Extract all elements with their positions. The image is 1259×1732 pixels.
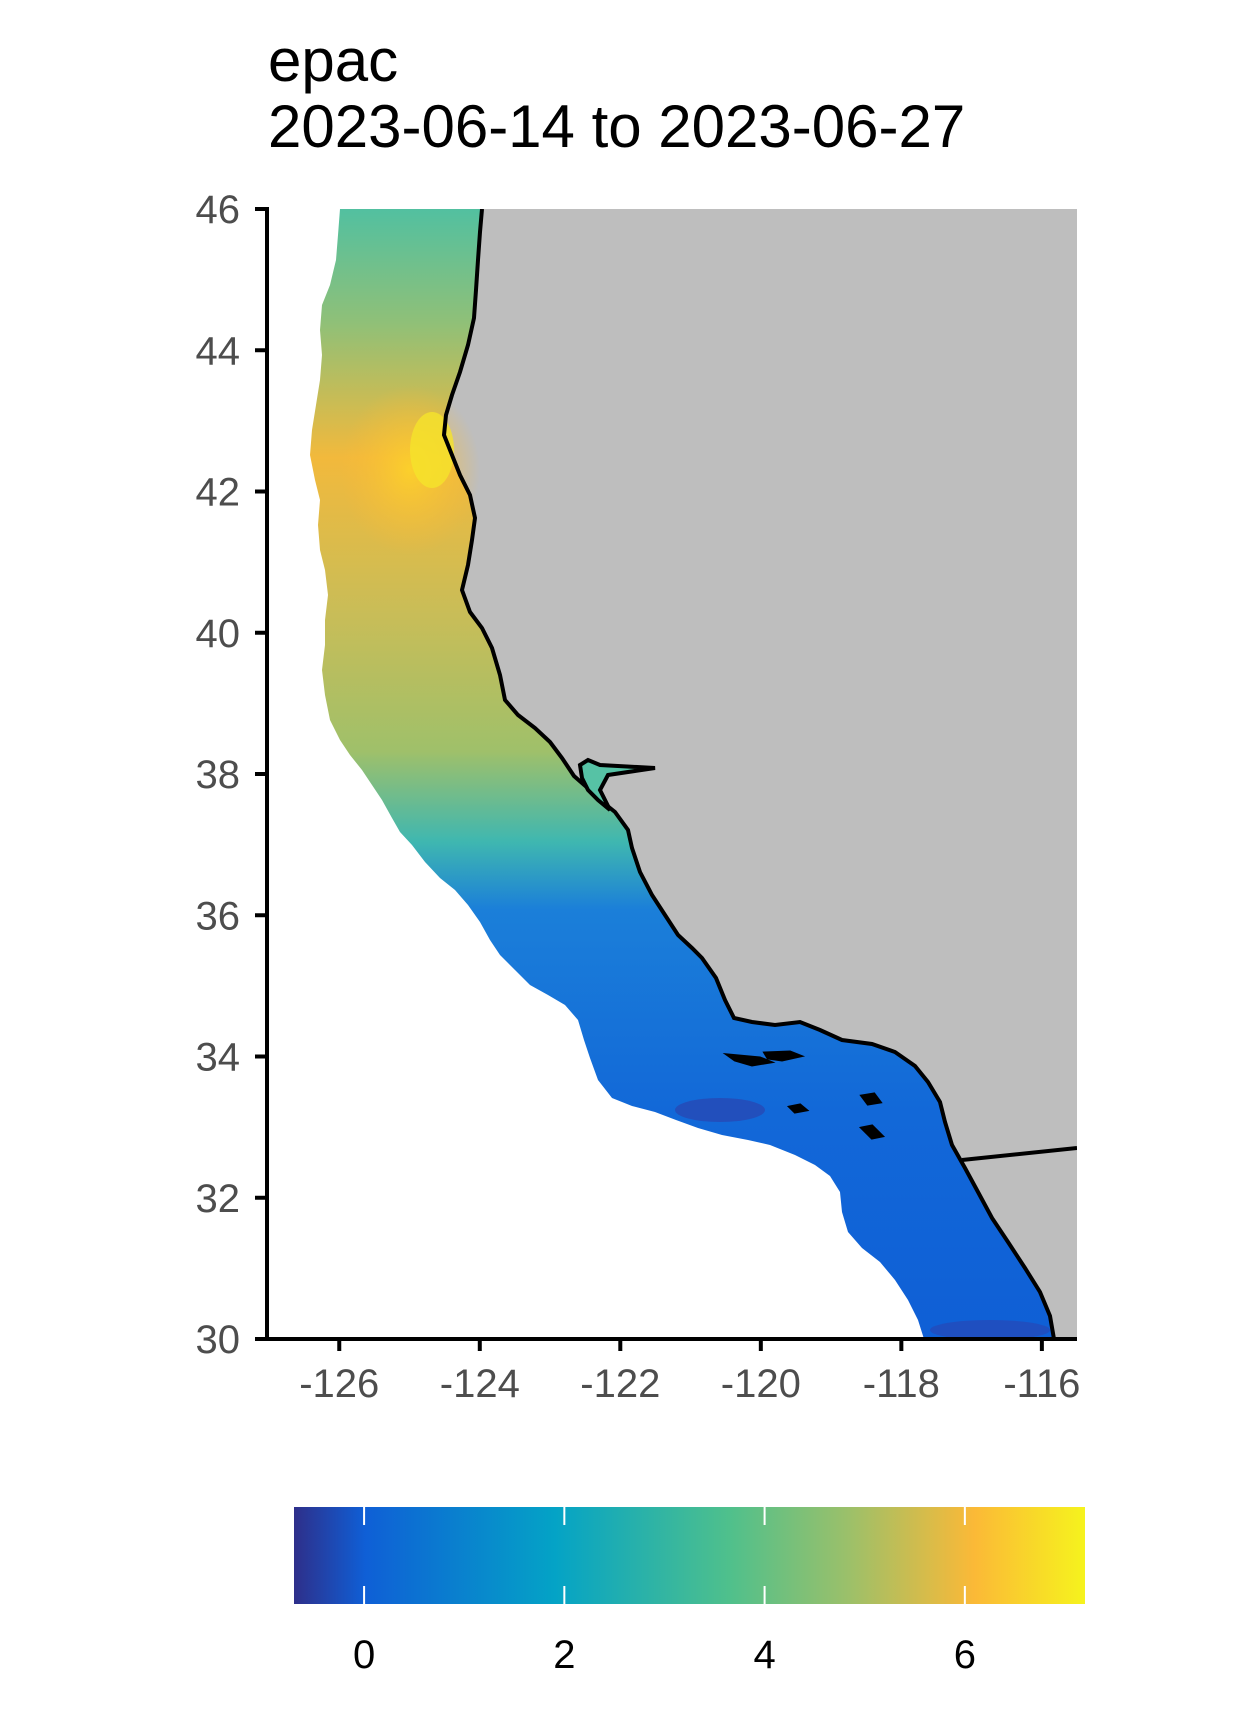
san-francisco-bay [577, 757, 656, 812]
colorbar: 0 2 4 6 [294, 1507, 1085, 1677]
y-tick-label: 32 [196, 1177, 241, 1221]
y-tick-label: 38 [196, 753, 241, 797]
peak-value-patch [410, 412, 454, 488]
colorbar-tick-label: 6 [954, 1633, 976, 1677]
y-tick-label: 30 [196, 1318, 241, 1362]
y-tick-label: 42 [196, 471, 241, 515]
x-tick-label: -124 [440, 1362, 520, 1406]
x-tick-label: -120 [721, 1362, 801, 1406]
x-tick-label: -118 [863, 1362, 940, 1406]
colorbar-tick-label: 2 [553, 1633, 575, 1677]
coastline [441, 209, 1056, 1339]
map-title-dates: 2023-06-14 to 2023-06-27 [268, 93, 966, 160]
channel-islands [722, 1050, 886, 1140]
ocean-data-field [310, 209, 1054, 1339]
map-title: epac 2023-06-14 to 2023-06-27 [268, 28, 965, 160]
y-tick-label: 40 [196, 612, 241, 656]
y-tick-label: 44 [196, 329, 241, 373]
low-value-patch-south [930, 1320, 1050, 1339]
x-tick-label: -116 [1003, 1362, 1080, 1406]
low-value-patch [675, 1098, 765, 1122]
y-axis-ticks: 46 44 42 40 38 36 34 32 30 [196, 188, 267, 1362]
map-panel [310, 209, 1077, 1339]
colorbar-tick-label: 0 [353, 1633, 375, 1677]
colorbar-bar [294, 1507, 1085, 1604]
y-tick-label: 46 [196, 188, 241, 232]
y-tick-label: 34 [196, 1036, 241, 1080]
colorbar-tick-label: 4 [753, 1633, 775, 1677]
x-axis-ticks: -126 -124 -122 -120 -118 -116 [299, 1339, 1080, 1406]
map-title-region: epac [268, 27, 399, 94]
x-tick-label: -126 [299, 1362, 379, 1406]
international-border [961, 1146, 1077, 1162]
y-tick-label: 36 [196, 894, 241, 938]
land-area [330, 209, 1077, 1339]
x-tick-label: -122 [580, 1362, 660, 1406]
